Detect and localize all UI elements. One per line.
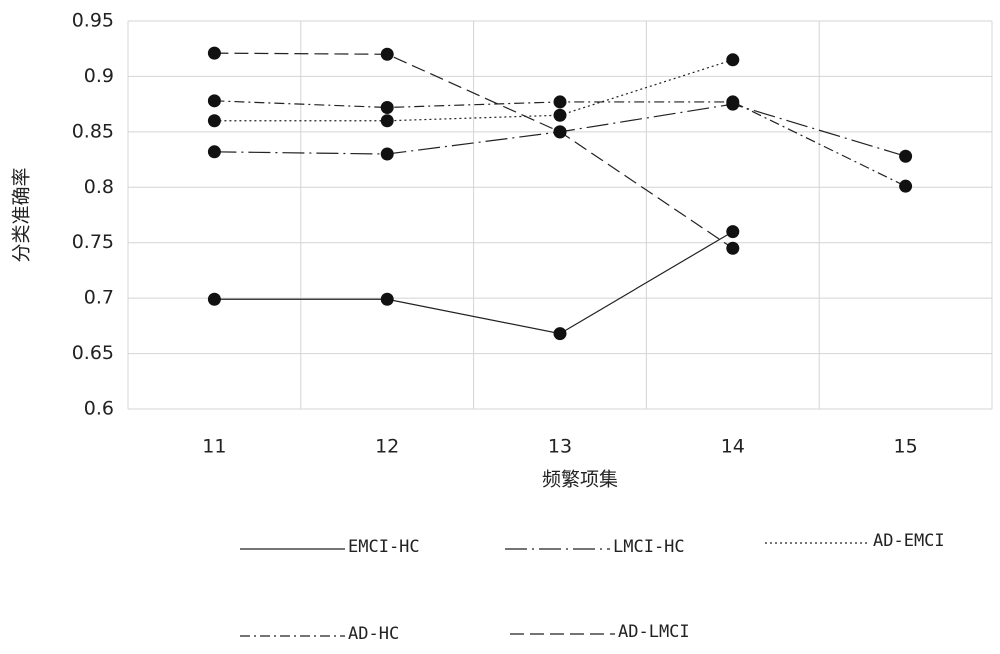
data-point	[207, 114, 221, 128]
y-tick-label: 0.85	[72, 120, 114, 142]
data-point	[380, 147, 394, 161]
y-tick-label: 0.7	[84, 287, 114, 309]
series-line	[214, 59, 733, 122]
series-line	[214, 231, 734, 335]
data-point	[726, 225, 740, 239]
data-point	[899, 149, 913, 163]
data-point	[380, 114, 394, 128]
legend-label: LMCI-HC	[613, 537, 685, 557]
data-point	[207, 145, 221, 159]
x-tick-label: 12	[375, 436, 399, 458]
legend-label: AD-EMCI	[873, 531, 945, 551]
data-point	[380, 47, 394, 61]
x-axis-title: 频繁项集	[542, 469, 618, 491]
y-tick-label: 0.8	[84, 176, 114, 198]
data-point	[553, 327, 567, 341]
data-point	[553, 108, 567, 122]
data-point	[553, 95, 567, 109]
data-point	[726, 95, 740, 109]
y-tick-label: 0.65	[72, 342, 114, 364]
data-point	[553, 125, 567, 139]
x-tick-label: 15	[894, 436, 918, 458]
data-point	[207, 46, 221, 60]
y-tick-label: 0.95	[72, 10, 114, 32]
series-line	[214, 52, 734, 249]
y-tick-label: 0.6	[84, 398, 114, 420]
legend-label: AD-LMCI	[618, 622, 690, 642]
y-tick-label: 0.75	[72, 231, 114, 253]
y-axis-title: 分类准确率	[11, 167, 33, 262]
data-point	[899, 179, 913, 193]
data-point	[207, 292, 221, 306]
data-point	[207, 94, 221, 108]
legend-label: AD-HC	[348, 624, 399, 644]
x-tick-label: 14	[721, 436, 745, 458]
x-tick-label: 11	[202, 436, 226, 458]
data-point	[380, 100, 394, 114]
x-tick-label: 13	[548, 436, 572, 458]
data-point	[726, 241, 740, 255]
legend-label: EMCI-HC	[348, 537, 420, 557]
data-point	[726, 53, 740, 67]
data-point	[380, 292, 394, 306]
y-tick-label: 0.9	[84, 65, 114, 87]
